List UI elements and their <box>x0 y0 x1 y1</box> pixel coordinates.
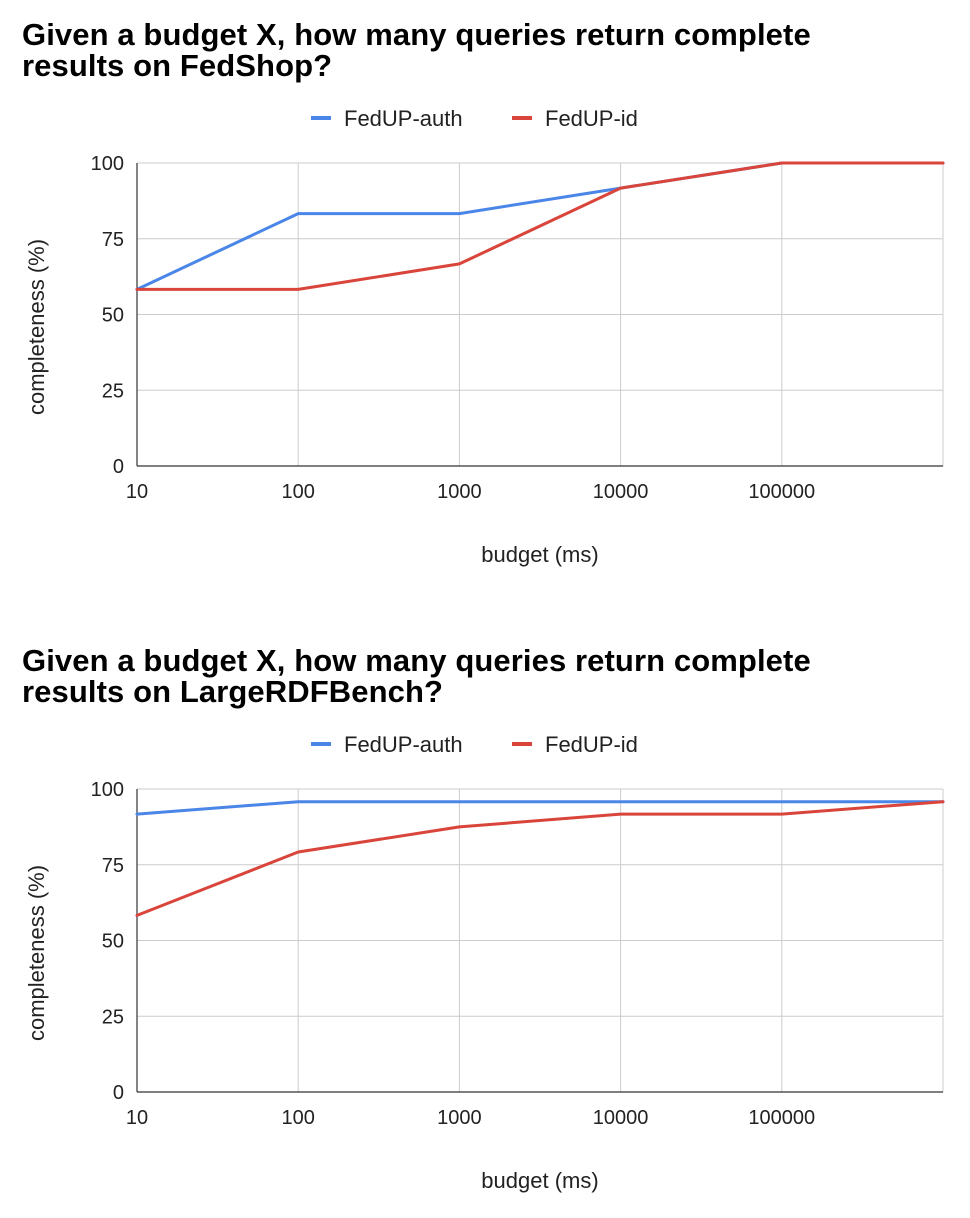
y-axis-label: completeness (%) <box>24 239 49 415</box>
x-tick-label: 100000 <box>748 481 815 503</box>
y-tick-label: 25 <box>102 380 124 402</box>
y-tick-label: 50 <box>102 931 124 953</box>
x-tick-label: 100000 <box>748 1107 815 1129</box>
y-tick-label: 50 <box>102 305 124 327</box>
x-tick-label: 1000 <box>437 1107 482 1129</box>
y-axis-label: completeness (%) <box>24 865 49 1041</box>
series-line <box>135 800 945 816</box>
legend-label: FedUP-auth <box>344 732 463 757</box>
chart-largerdfbench: Given a budget X, how many queries retur… <box>0 626 970 1218</box>
x-axis-label: budget (ms) <box>481 542 598 567</box>
x-tick-label: 1000 <box>437 481 482 503</box>
series-line <box>135 161 945 291</box>
chart-title-line-2: results on LargeRDFBench? <box>22 674 444 709</box>
x-tick-label: 100 <box>282 481 315 503</box>
chart-plot: FedUP-auth FedUP-id 0 25 50 75 100 10 100 1000 100… <box>24 732 945 1193</box>
legend-label: FedUP-id <box>545 106 638 131</box>
chart-title: Given a budget X, how many queries retur… <box>22 19 811 81</box>
y-tick-label: 25 <box>102 1006 124 1028</box>
x-tick-label: 10 <box>126 1107 148 1129</box>
x-tick-label: 100 <box>282 1107 315 1129</box>
y-tick-label: 100 <box>91 153 124 175</box>
chart-title-line-2: results on FedShop? <box>22 48 333 83</box>
y-tick-label: 75 <box>102 855 124 877</box>
series-line <box>135 800 945 917</box>
y-tick-label: 0 <box>113 1082 124 1104</box>
chart-title-line-1: Given a budget X, how many queries retur… <box>22 17 811 52</box>
y-tick-label: 0 <box>113 456 124 478</box>
chart-title-line-1: Given a budget X, how many queries retur… <box>22 643 811 678</box>
x-tick-label: 10 <box>126 481 148 503</box>
legend-label: FedUP-id <box>545 732 638 757</box>
chart-plot: FedUP-auth FedUP-id 0 25 50 75 100 10 100 1000 100… <box>24 106 945 567</box>
x-tick-label: 10000 <box>593 1107 649 1129</box>
y-tick-label: 100 <box>91 779 124 801</box>
chart-title: Given a budget X, how many queries retur… <box>22 645 811 707</box>
y-tick-label: 75 <box>102 229 124 251</box>
x-tick-label: 10000 <box>593 481 649 503</box>
legend-label: FedUP-auth <box>344 106 463 131</box>
x-axis-label: budget (ms) <box>481 1168 598 1193</box>
chart-fedshop: Given a budget X, how many queries retur… <box>0 0 970 600</box>
